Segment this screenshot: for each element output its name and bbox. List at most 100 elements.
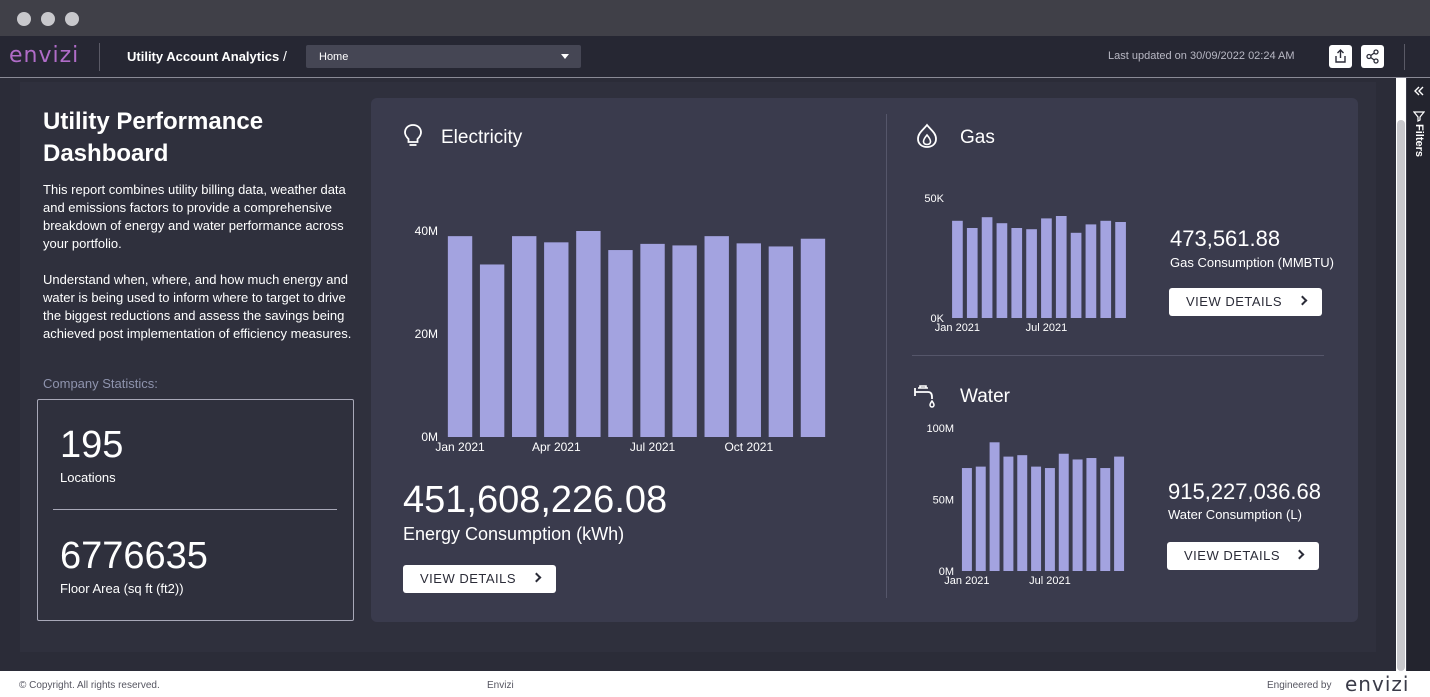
gas-bar[interactable] <box>1070 232 1082 318</box>
water-view-details-label: VIEW DETAILS <box>1184 548 1281 563</box>
water-bar[interactable] <box>1114 456 1125 571</box>
window-close-button[interactable] <box>17 12 31 26</box>
gas-x-tick-label: Jul 2021 <box>1026 322 1068 334</box>
electricity-bar[interactable] <box>447 236 473 437</box>
footer: © Copyright. All rights reserved. Envizi… <box>0 671 1430 697</box>
caret-down-icon <box>561 54 569 59</box>
locations-value: 195 <box>60 424 124 466</box>
electricity-bar[interactable] <box>544 242 569 437</box>
gas-view-details-label: VIEW DETAILS <box>1186 294 1283 309</box>
window-maximize-button[interactable] <box>65 12 79 26</box>
electricity-bar[interactable] <box>800 238 826 437</box>
flame-icon <box>917 123 937 148</box>
water-bar[interactable] <box>989 442 1000 571</box>
water-y-tick-label: 0M <box>939 566 954 578</box>
card-horizontal-divider <box>912 355 1324 356</box>
gas-bar[interactable] <box>966 228 978 318</box>
gas-bar[interactable] <box>1055 216 1067 318</box>
export-button[interactable] <box>1329 45 1352 68</box>
water-x-tick-label: Jul 2021 <box>1029 575 1071 587</box>
floor-area-label: Floor Area (sq ft (ft2)) <box>60 581 184 596</box>
gas-bar[interactable] <box>1100 220 1112 318</box>
water-bar[interactable] <box>1044 468 1055 571</box>
footer-envizi-logo[interactable]: envizi <box>1345 672 1410 696</box>
page-select-value: Home <box>319 51 349 63</box>
chevron-right-icon <box>1294 549 1305 560</box>
share-button[interactable] <box>1361 45 1384 68</box>
water-view-details-button[interactable]: VIEW DETAILS <box>1167 542 1319 570</box>
electricity-bar[interactable] <box>672 245 697 437</box>
gas-bar[interactable] <box>1041 218 1052 318</box>
card-vertical-divider <box>886 114 887 598</box>
electricity-bar[interactable] <box>736 243 761 437</box>
gas-total-label: Gas Consumption (MMBTU) <box>1170 255 1334 270</box>
electricity-view-details-label: VIEW DETAILS <box>420 571 517 586</box>
electricity-x-tick-label: Jan 2021 <box>435 440 485 454</box>
electricity-y-tick-label: 20M <box>415 327 438 341</box>
gas-bar[interactable] <box>996 223 1008 318</box>
electricity-x-tick-label: Oct 2021 <box>724 440 773 454</box>
stats-divider <box>53 509 337 510</box>
gas-bar[interactable] <box>1011 228 1023 318</box>
water-y-tick-label: 50M <box>933 495 954 507</box>
electricity-title: Electricity <box>441 127 523 148</box>
gas-view-details-button[interactable]: VIEW DETAILS <box>1169 288 1322 316</box>
water-bar[interactable] <box>1003 456 1014 571</box>
water-bar[interactable] <box>1100 468 1111 571</box>
gas-bar[interactable] <box>981 217 993 318</box>
lightbulb-icon <box>404 124 422 146</box>
electricity-bar[interactable] <box>479 264 505 437</box>
electricity-y-tick-label: 40M <box>415 224 438 238</box>
window-titlebar <box>0 0 1430 36</box>
electricity-x-tick-label: Apr 2021 <box>532 440 581 454</box>
water-bar[interactable] <box>1031 466 1042 571</box>
app-header: envizi Utility Account Analytics / Home … <box>0 36 1430 78</box>
description-paragraph-1: This report combines utility billing dat… <box>43 182 346 251</box>
filters-pane[interactable] <box>1406 78 1430 671</box>
footer-engineered-by: Engineered by <box>1267 680 1332 691</box>
water-bar[interactable] <box>1058 453 1069 571</box>
water-total-label: Water Consumption (L) <box>1168 507 1302 522</box>
envizi-logo[interactable]: envizi <box>9 43 80 68</box>
filters-label[interactable]: Filters <box>1413 124 1425 158</box>
gas-bar[interactable] <box>1115 222 1126 318</box>
gas-bar[interactable] <box>1026 229 1037 318</box>
footer-center-text: Envizi <box>487 680 514 691</box>
collapse-icon[interactable] <box>1412 84 1426 98</box>
water-bar[interactable] <box>975 466 986 571</box>
dashboard-title: Utility Performance Dashboard <box>43 108 264 167</box>
electricity-view-details-button[interactable]: VIEW DETAILS <box>403 565 556 593</box>
electricity-bar[interactable] <box>576 231 601 437</box>
electricity-bar[interactable] <box>704 236 729 437</box>
water-bar[interactable] <box>1017 455 1028 571</box>
water-total-value: 915,227,036.68 <box>1168 479 1321 504</box>
gas-bar[interactable] <box>1085 224 1097 318</box>
header-divider <box>1404 44 1405 70</box>
gas-title: Gas <box>960 127 995 148</box>
scrollbar-thumb[interactable] <box>1397 120 1405 671</box>
electricity-bar[interactable] <box>608 250 633 437</box>
electricity-bar[interactable] <box>512 236 537 437</box>
gas-chart[interactable]: 0K 50K Jan 2021 Jul 2021 <box>912 188 1137 340</box>
gas-y-tick-label: 50K <box>924 193 944 205</box>
electricity-x-tick-label: Jul 2021 <box>630 440 676 454</box>
water-bar[interactable] <box>961 468 972 571</box>
app-title: Utility Account Analytics <box>127 49 280 64</box>
electricity-chart[interactable]: 0M 20M 40M Jan 2021 Apr 2021 Jul 2021 Oct 2021 <box>400 220 840 460</box>
company-stats-box <box>37 399 354 621</box>
chevron-right-icon <box>1297 295 1308 306</box>
description-paragraph-2: Understand when, where, and how much ene… <box>43 272 352 341</box>
water-bar[interactable] <box>1086 458 1097 571</box>
electricity-bar[interactable] <box>640 243 665 437</box>
electricity-total-label: Energy Consumption (kWh) <box>403 524 625 544</box>
water-tap-icon <box>914 385 935 408</box>
company-statistics-label: Company Statistics: <box>43 376 158 391</box>
gas-y-tick-label: 0K <box>931 313 945 325</box>
water-title: Water <box>960 386 1010 407</box>
water-chart[interactable]: 0M 50M 100M Jan 2021 Jul 2021 <box>912 418 1137 593</box>
page-select[interactable]: Home <box>306 45 581 68</box>
electricity-bar[interactable] <box>768 246 794 437</box>
gas-bar[interactable] <box>952 220 963 318</box>
water-bar[interactable] <box>1072 459 1083 571</box>
window-minimize-button[interactable] <box>41 12 55 26</box>
